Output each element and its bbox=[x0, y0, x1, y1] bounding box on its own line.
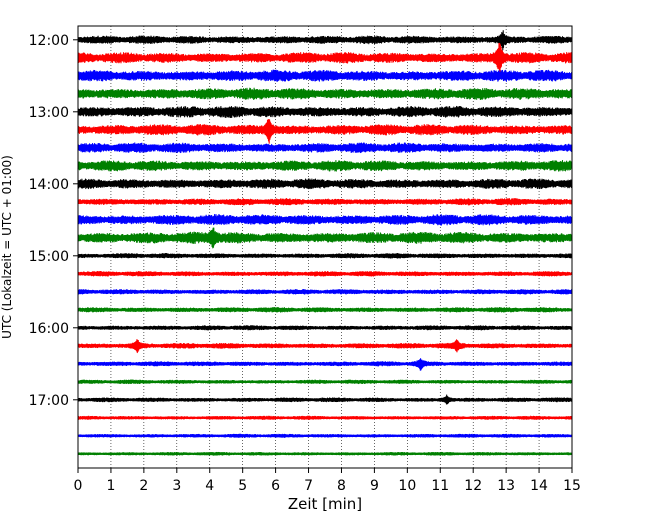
trace-line-1315 bbox=[77, 119, 573, 144]
x-axis-ticks: 0 1 2 3 4 5 6 7 8 9 10 11 12 13 14 15 bbox=[74, 468, 581, 494]
x-tick-label: 7 bbox=[304, 478, 313, 494]
x-axis-label: Zeit [min] bbox=[288, 495, 362, 513]
trace-line-1230 bbox=[77, 69, 573, 82]
plot-frame bbox=[77, 25, 573, 469]
y-tick-label: 13:00 bbox=[29, 105, 69, 121]
x-tick-label: 2 bbox=[139, 478, 148, 494]
y-tick-label: 14:00 bbox=[29, 177, 69, 193]
y-axis-ticks: 12:00 13:00 14:00 15:00 16:00 17:00 bbox=[29, 33, 78, 409]
x-tick-label: 3 bbox=[172, 478, 181, 494]
trace-line-1345 bbox=[77, 159, 573, 172]
x-tick-label: 9 bbox=[370, 478, 379, 494]
x-tick-label: 8 bbox=[337, 478, 346, 494]
x-tick-label: 10 bbox=[398, 478, 416, 494]
trace-line-1445 bbox=[77, 227, 573, 249]
x-tick-label: 13 bbox=[497, 478, 515, 494]
y-tick-label: 16:00 bbox=[29, 321, 69, 337]
x-tick-label: 12 bbox=[464, 478, 482, 494]
y-tick-label: 17:00 bbox=[29, 393, 69, 409]
y-tick-label: 12:00 bbox=[29, 33, 69, 49]
x-tick-label: 14 bbox=[530, 478, 548, 494]
x-tick-label: 0 bbox=[74, 478, 83, 494]
traces-layer bbox=[77, 30, 573, 456]
trace-line-1300 bbox=[77, 105, 573, 119]
x-tick-label: 5 bbox=[238, 478, 247, 494]
x-tick-label: 6 bbox=[271, 478, 280, 494]
y-axis-label: UTC (Lokalzeit = UTC + 01:00) bbox=[0, 155, 14, 339]
y-tick-label: 15:00 bbox=[29, 249, 69, 265]
x-tick-label: 11 bbox=[431, 478, 449, 494]
x-tick-label: 15 bbox=[563, 478, 581, 494]
trace-line-1245 bbox=[77, 87, 573, 101]
x-tick-label: 4 bbox=[205, 478, 214, 494]
x-tick-label: 1 bbox=[106, 478, 115, 494]
